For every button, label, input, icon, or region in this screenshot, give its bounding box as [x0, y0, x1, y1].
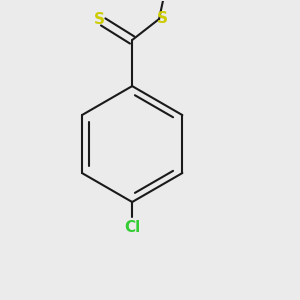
Text: Cl: Cl: [124, 220, 140, 235]
Text: S: S: [157, 11, 168, 26]
Text: S: S: [94, 12, 105, 27]
